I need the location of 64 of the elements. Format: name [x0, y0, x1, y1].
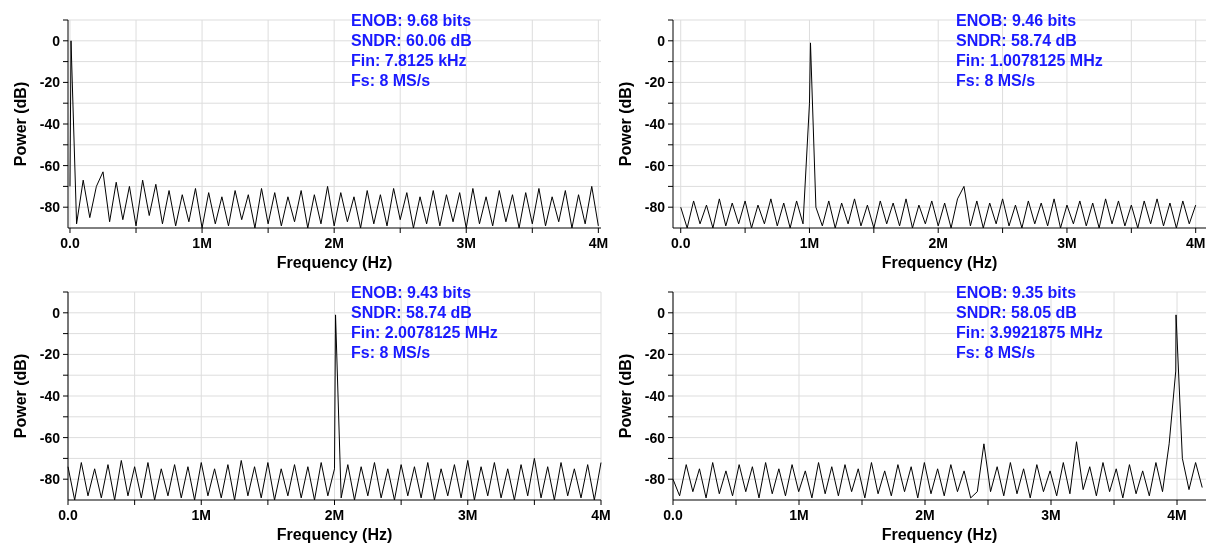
annotation: Fin: 2.0078125 MHz	[351, 324, 498, 341]
y-tick-label: -40	[644, 387, 666, 404]
y-tick-label: -60	[39, 157, 61, 174]
x-tick-label: 4M	[591, 507, 611, 523]
y-tick-label: -80	[644, 199, 666, 216]
x-tick-label: 0.0	[58, 507, 78, 523]
x-tick-label: 0.0	[60, 235, 80, 251]
y-tick-label: -60	[39, 429, 61, 446]
y-tick-label: -40	[644, 115, 666, 132]
y-tick-label: -20	[39, 74, 61, 91]
annotation: Fs: 8 MS/s	[351, 72, 431, 89]
x-tick-label: 3M	[456, 235, 476, 251]
x-tick-label: 3M	[1057, 235, 1077, 251]
x-tick-label: 2M	[928, 235, 948, 251]
y-tick-label: -20	[39, 346, 61, 363]
x-tick-label: 2M	[324, 235, 344, 251]
y-axis-title: Power (dB)	[617, 353, 634, 439]
x-tick-label: 2M	[915, 507, 935, 523]
y-axis-title: Power (dB)	[12, 81, 29, 167]
x-tick-label: 0.0	[663, 507, 683, 523]
y-tick-label: -80	[39, 471, 61, 488]
x-tick-label: 1M	[799, 235, 820, 251]
y-tick-label: 0	[657, 304, 666, 321]
y-tick-label: -60	[644, 157, 666, 174]
annotation: SNDR: 58.05 dB	[956, 304, 1077, 321]
annotation: Fin: 1.0078125 MHz	[956, 52, 1103, 69]
y-tick-label: -80	[644, 471, 666, 488]
x-axis-title: Frequency (Hz)	[276, 526, 393, 543]
y-tick-label: -80	[39, 199, 61, 216]
annotation: Fs: 8 MS/s	[351, 344, 431, 361]
y-tick-label: -40	[39, 115, 61, 132]
annotation: SNDR: 60.06 dB	[351, 32, 472, 49]
y-tick-label: -20	[644, 74, 666, 91]
annotation: ENOB: 9.43 bits	[351, 284, 472, 301]
annotation: Fin: 7.8125 kHz	[351, 52, 467, 69]
x-tick-label: 3M	[1041, 507, 1061, 523]
x-tick-label: 4M	[588, 235, 609, 251]
y-tick-label: -20	[644, 346, 666, 363]
annotation: SNDR: 58.74 dB	[956, 32, 1077, 49]
y-tick-label: -60	[644, 429, 666, 446]
y-tick-label: 0	[52, 32, 61, 49]
annotation: Fs: 8 MS/s	[956, 72, 1036, 89]
x-tick-label: 4M	[1185, 235, 1206, 251]
annotation: ENOB: 9.68 bits	[351, 12, 472, 29]
x-axis-title: Frequency (Hz)	[881, 254, 998, 271]
x-tick-label: 3M	[458, 507, 478, 523]
x-tick-label: 1M	[191, 507, 211, 523]
annotation: Fin: 3.9921875 MHz	[956, 324, 1103, 341]
annotation: ENOB: 9.46 bits	[956, 12, 1077, 29]
annotation: ENOB: 9.35 bits	[956, 284, 1077, 301]
x-tick-label: 4M	[1167, 507, 1187, 523]
x-axis-title: Frequency (Hz)	[276, 254, 393, 271]
annotation: Fs: 8 MS/s	[956, 344, 1036, 361]
annotation: SNDR: 58.74 dB	[351, 304, 472, 321]
y-tick-label: -40	[39, 387, 61, 404]
x-tick-label: 2M	[324, 507, 345, 523]
x-tick-label: 0.0	[670, 235, 691, 251]
y-tick-label: 0	[657, 32, 666, 49]
y-axis-title: Power (dB)	[12, 353, 29, 439]
x-axis-title: Frequency (Hz)	[881, 526, 998, 543]
y-tick-label: 0	[52, 304, 61, 321]
y-axis-title: Power (dB)	[617, 81, 634, 167]
x-tick-label: 1M	[192, 235, 212, 251]
x-tick-label: 1M	[789, 507, 809, 523]
